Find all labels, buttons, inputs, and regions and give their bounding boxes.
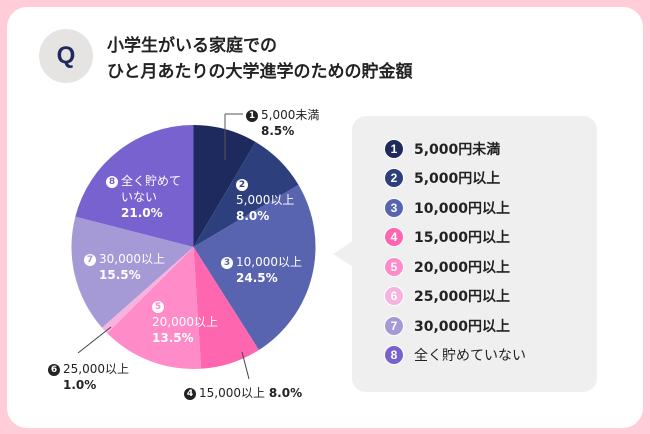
legend-number-badge: 3 [384,197,404,218]
pie-slice-1 [193,125,256,247]
legend-text: 5,000円以上 [414,171,501,188]
slice-number-3: 3 [221,257,233,269]
title-line-2: ひと月あたりの大学進学のための貯金額 [107,62,413,82]
question-badge-text: Q [56,42,76,69]
slice-name-8-line-1: 全く貯めて [121,174,182,188]
legend-item: 2 5,000円以上 [384,164,526,194]
slice-pct-7: 15.5% [99,268,141,282]
slice-label-4: 4 15,000以上 8.0% [184,385,302,401]
slice-name-5: 20,000以上 [152,315,218,329]
legend-pointer [333,241,353,267]
pie-slice-3 [193,184,316,351]
slice-pct-1: 8.5% [261,124,295,138]
slice-name-6: 25,000以上 [63,362,129,376]
slice-name-4: 15,000以上 [199,386,265,400]
legend-text: 25,000円以上 [414,289,511,306]
slice-name-8-line-2: いない [121,190,158,204]
slice-name-2: 5,000以上 [236,193,295,207]
legend-item: 7 30,000円以上 [384,311,526,341]
pie-slices [71,125,316,369]
slice-pct-2: 8.0% [236,209,270,223]
legend-text: 30,000円以上 [414,318,511,335]
chart-title: 小学生がいる家庭での ひと月あたりの大学進学のための貯金額 [107,33,413,85]
legend-number-badge: 5 [384,256,404,277]
legend-text: 15,000円以上 [414,230,511,247]
slice-label-5: 5 20,000以上 13.5% [152,298,218,346]
slice-name-3: 10,000以上 [236,255,302,269]
legend-item: 3 10,000円以上 [384,193,526,223]
question-badge: Q [39,29,93,83]
legend-number-badge: 1 [384,138,404,159]
slice-number-2: 2 [236,179,248,191]
slice-name-1: 5,000未満 [261,108,320,122]
slice-number-1: 1 [246,110,258,122]
slice-label-1: 1 5,000未満 8.5% [246,107,319,139]
legend-item: 5 20,000円以上 [384,252,526,282]
legend-text: 5,000円未満 [414,141,501,158]
legend-number-badge: 2 [384,168,404,189]
slice-number-5: 5 [152,301,164,313]
leader-line-4 [241,351,250,380]
pie-slice-6 [101,247,194,334]
leader-line-6 [77,326,112,354]
pie-slice-4 [193,247,259,369]
slice-pct-3: 24.5% [236,271,278,285]
legend-item: 6 25,000円以上 [384,282,526,312]
slice-pct-8: 21.0% [121,206,163,220]
legend: 1 5,000円未満 2 5,000円以上 3 10,000円以上 4 15,000円以… [352,116,597,392]
slice-pct-4: 8.0% [268,386,303,400]
legend-number-badge: 6 [384,286,404,307]
legend-item: 1 5,000円未満 [384,134,526,164]
slice-label-2: 2 5,000以上 8.0% [236,176,294,224]
pie-slice-2 [193,141,299,247]
legend-item: 8 全く貯めていない [384,341,526,371]
legend-number-badge: 4 [384,227,404,248]
legend-list: 1 5,000円未満 2 5,000円以上 3 10,000円以上 4 15,000円以… [384,134,526,370]
legend-number-badge: 8 [384,345,404,366]
slice-label-3: 3 10,000以上 24.5% [221,254,302,286]
legend-text: 20,000円以上 [414,259,511,276]
slice-number-7: 7 [84,254,96,266]
slice-label-6: 6 25,000以上 1.0% [48,361,129,393]
slice-label-7: 7 30,000以上 15.5% [84,251,165,283]
pie-slice-8 [75,125,194,247]
slice-pct-5: 13.5% [152,331,194,345]
slice-name-7: 30,000以上 [99,252,165,266]
slice-pct-6: 1.0% [63,378,97,392]
pie-slice-7 [71,216,194,328]
legend-text: 全く貯めていない [414,348,526,365]
slice-label-8: 8 全く貯めて いない 21.0% [106,173,181,221]
slice-number-4: 4 [184,388,196,400]
legend-item: 4 15,000円以上 [384,223,526,253]
title-line-1: 小学生がいる家庭での [107,36,277,56]
legend-text: 10,000円以上 [414,200,511,217]
slice-number-8: 8 [106,176,118,188]
slice-number-6: 6 [48,364,60,376]
legend-number-badge: 7 [384,315,404,336]
